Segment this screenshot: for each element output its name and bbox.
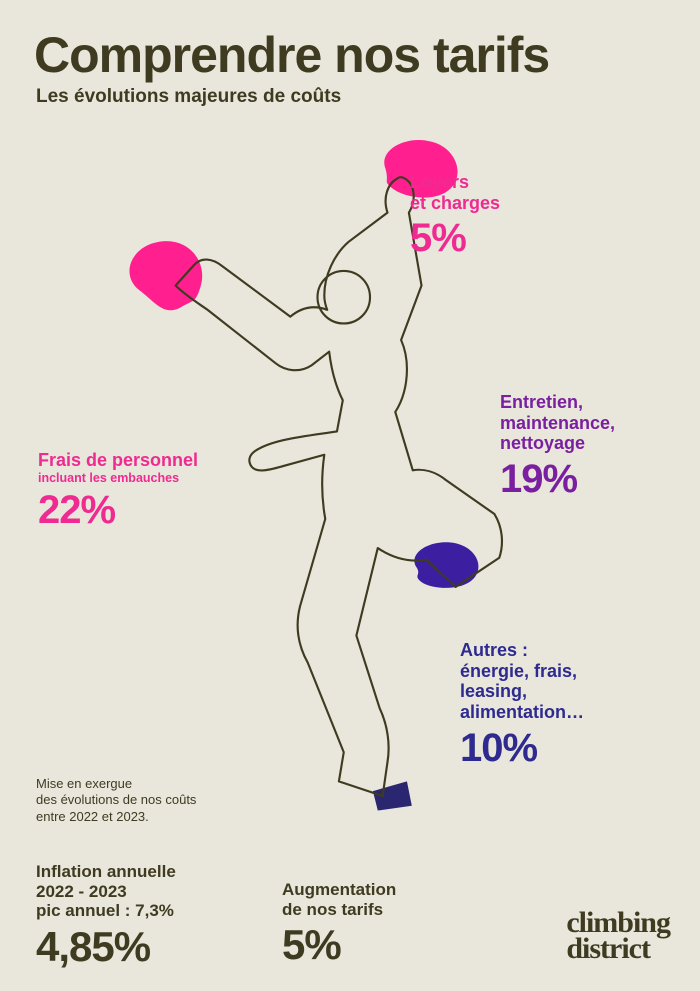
label-entretien: Entretien, maintenance, nettoyage 19% <box>500 392 615 502</box>
label-autres-line1: Autres : <box>460 640 584 661</box>
note-line1: Mise en exergue <box>36 776 132 791</box>
inflation-line1: Inflation annuelle <box>36 862 176 882</box>
label-autres-pct: 10% <box>460 725 584 771</box>
label-personnel-line1: Frais de personnel <box>38 450 198 471</box>
label-loyers-pct: 5% <box>410 215 500 261</box>
inflation-line2: 2022 - 2023 <box>36 882 176 902</box>
inflation-block: Inflation annuelle 2022 - 2023 pic annue… <box>36 862 176 971</box>
label-loyers-line1: Loyers <box>410 172 500 193</box>
label-entretien-line1: Entretien, <box>500 392 615 413</box>
note-line3: entre 2022 et 2023. <box>36 809 149 824</box>
label-personnel-sub: incluant les embauches <box>38 471 198 485</box>
label-autres-line4: alimentation… <box>460 702 584 723</box>
label-loyers: Loyers et charges 5% <box>410 172 500 261</box>
logo-line2: district <box>566 932 650 965</box>
label-autres-line2: énergie, frais, <box>460 661 584 682</box>
label-personnel-pct: 22% <box>38 487 198 533</box>
label-autres-line3: leasing, <box>460 681 584 702</box>
inflation-value: 4,85% <box>36 923 176 971</box>
brand-logo: climbing district <box>566 910 670 961</box>
augmentation-value: 5% <box>282 921 396 969</box>
label-entretien-line2: maintenance, <box>500 413 615 434</box>
augmentation-line2: de nos tarifs <box>282 900 396 920</box>
infographic-page: Comprendre nos tarifs Les évolutions maj… <box>0 0 700 991</box>
hold-bottom <box>373 781 412 810</box>
label-loyers-line2: et charges <box>410 193 500 214</box>
hold-left <box>129 241 202 310</box>
inflation-line3: pic annuel : 7,3% <box>36 901 176 921</box>
label-personnel: Frais de personnel incluant les embauche… <box>38 450 198 533</box>
hold-foot <box>414 542 478 588</box>
label-autres: Autres : énergie, frais, leasing, alimen… <box>460 640 584 771</box>
page-subtitle: Les évolutions majeures de coûts <box>36 86 341 108</box>
label-entretien-line3: nettoyage <box>500 433 615 454</box>
page-title: Comprendre nos tarifs <box>34 26 549 84</box>
augmentation-block: Augmentation de nos tarifs 5% <box>282 880 396 969</box>
augmentation-line1: Augmentation <box>282 880 396 900</box>
note-line2: des évolutions de nos coûts <box>36 792 196 807</box>
label-entretien-pct: 19% <box>500 456 615 502</box>
context-note: Mise en exergue des évolutions de nos co… <box>36 776 196 825</box>
climber-body <box>176 177 502 796</box>
